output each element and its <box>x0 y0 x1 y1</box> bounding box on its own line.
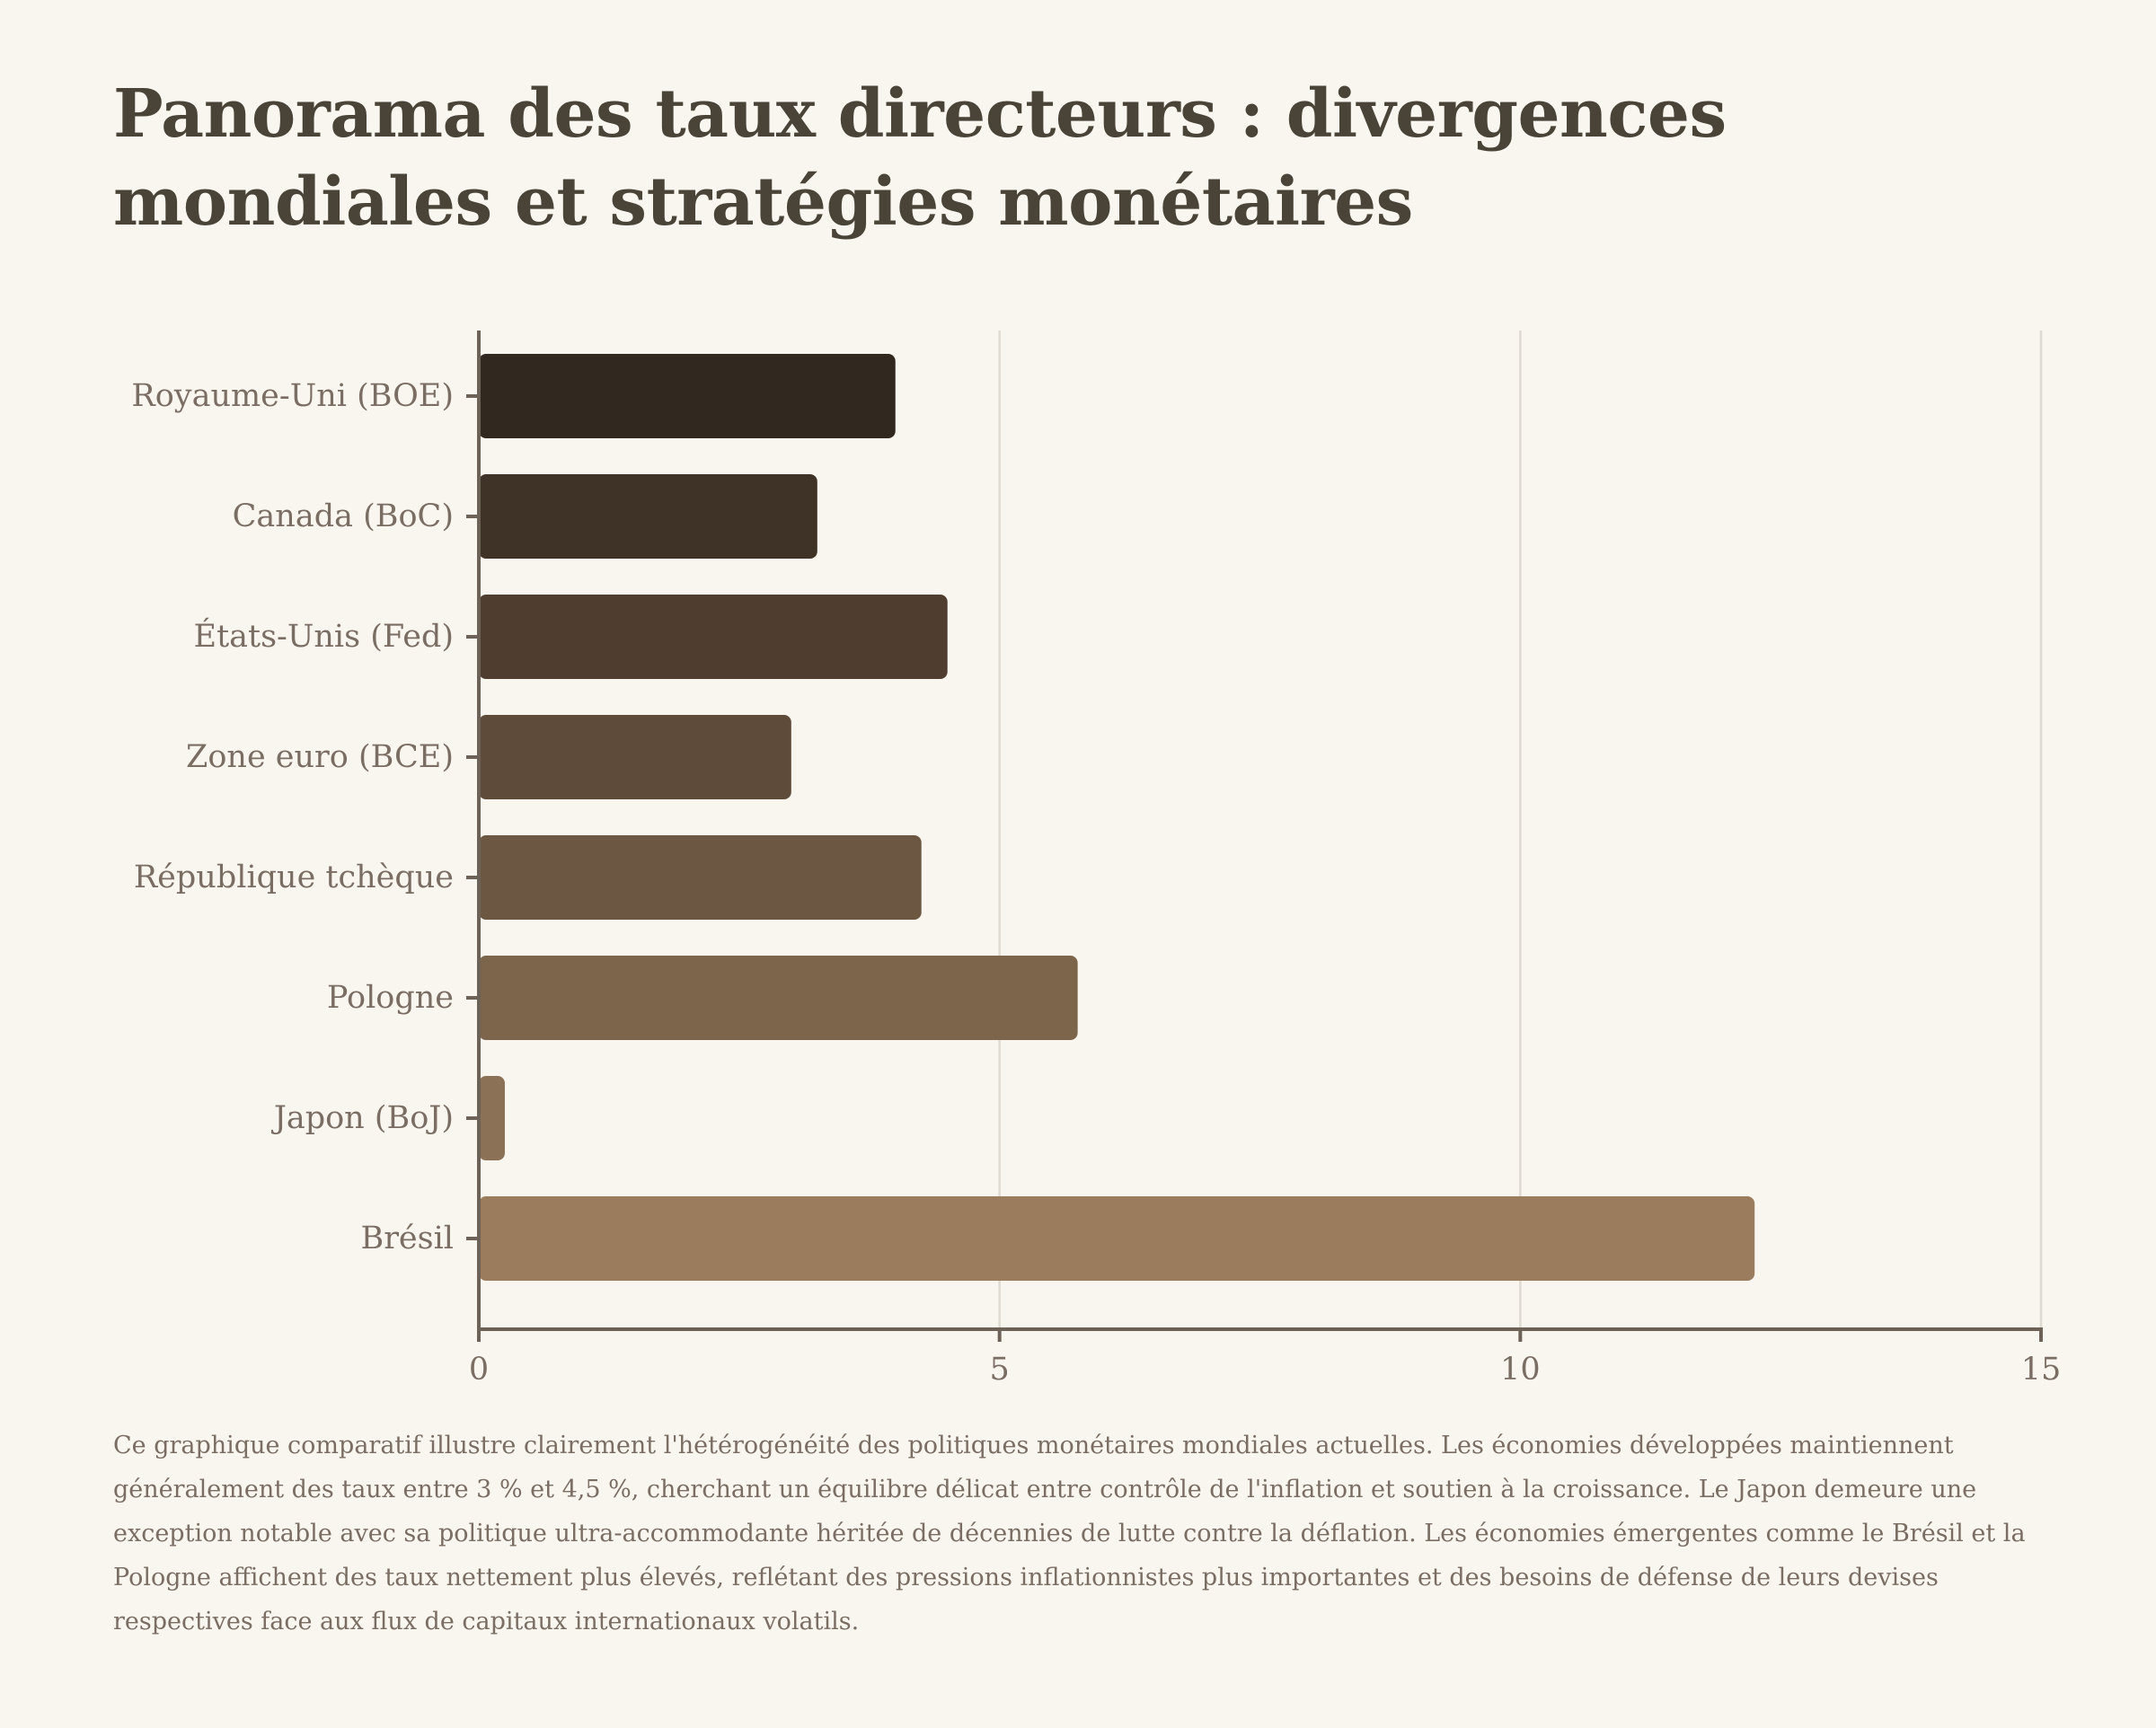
y-tick-label-2: États-Unis (Fed) <box>194 617 454 655</box>
bar-1 <box>479 474 817 559</box>
x-tick-label-5: 5 <box>990 1352 1010 1388</box>
bar-0 <box>479 354 896 438</box>
chart-title: Panorama des taux directeurs : divergenc… <box>113 75 1727 241</box>
y-tick-label-7: Brésil <box>360 1221 454 1256</box>
chart-caption: Ce graphique comparatif illustre clairem… <box>113 1432 2026 1635</box>
x-tick-label-10: 10 <box>1500 1352 1541 1388</box>
y-tick-label-4: République tchèque <box>134 860 454 895</box>
bar-3 <box>479 715 791 799</box>
bar-4 <box>479 835 922 920</box>
y-tick-label-1: Canada (BoC) <box>233 498 454 534</box>
axes: Royaume-Uni (BOE) Canada (BoC) États-Unis … <box>131 331 2061 1388</box>
y-tick-label-5: Pologne <box>327 980 454 1016</box>
bar-5 <box>479 956 1078 1040</box>
bars <box>479 354 1755 1281</box>
y-tick-label-3: Zone euro (BCE) <box>186 739 454 775</box>
x-tick-label-0: 0 <box>469 1352 489 1388</box>
bar-6 <box>479 1076 505 1160</box>
y-tick-label-0: Royaume-Uni (BOE) <box>131 378 454 414</box>
gridlines <box>998 331 2043 1329</box>
y-tick-label-6: Japon (BoJ) <box>271 1100 454 1136</box>
bar-7 <box>479 1196 1755 1281</box>
x-tick-label-15: 15 <box>2021 1352 2062 1388</box>
bar-2 <box>479 595 948 679</box>
